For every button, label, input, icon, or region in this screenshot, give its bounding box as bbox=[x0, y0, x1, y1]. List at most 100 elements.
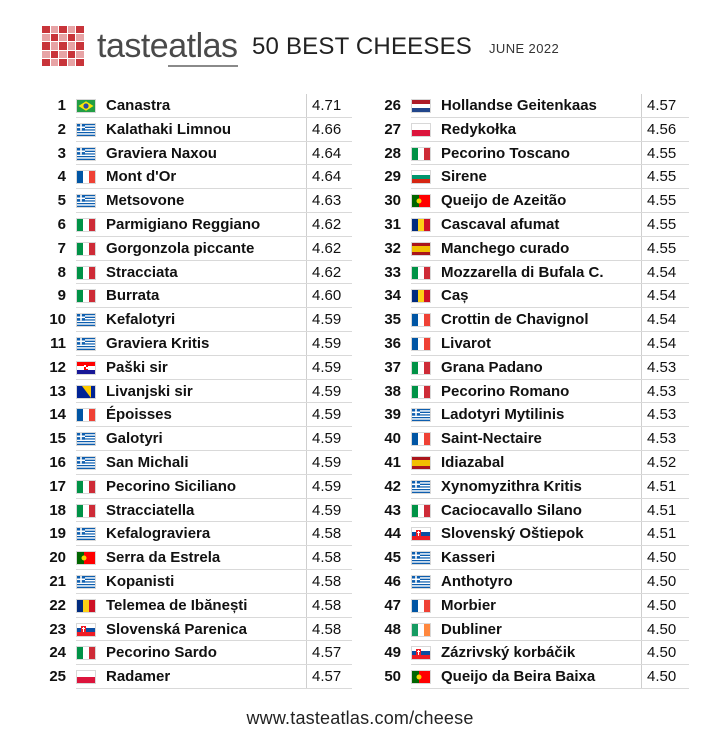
cheese-score: 4.54 bbox=[641, 284, 689, 309]
cheese-row: 4 Mont d'Or 4.64 bbox=[36, 165, 352, 190]
cheese-score: 4.55 bbox=[641, 212, 689, 237]
cheese-name: Crottin de Chavignol bbox=[441, 311, 589, 329]
rank-number: 31 bbox=[384, 215, 401, 233]
cheese-row: 13 Livanjski sir 4.59 bbox=[36, 379, 352, 404]
cheese-name: Livanjski sir bbox=[106, 382, 193, 400]
row-divider bbox=[411, 497, 689, 499]
row-divider bbox=[76, 568, 352, 570]
greece-flag-icon bbox=[76, 574, 96, 589]
cheese-name: Cascaval afumat bbox=[441, 215, 560, 233]
cheese-row: 34 Caș 4.54 bbox=[371, 284, 689, 309]
cheese-name: Zázrivský korbáčik bbox=[441, 644, 576, 662]
cheese-name: Slovenský Oštiepok bbox=[441, 525, 584, 543]
logo-square bbox=[76, 26, 84, 34]
cheese-score: 4.60 bbox=[306, 284, 352, 309]
row-divider bbox=[76, 354, 352, 356]
row-divider bbox=[411, 664, 689, 666]
cheese-name: Graviera Kritis bbox=[106, 334, 210, 352]
row-divider bbox=[411, 640, 689, 642]
cheese-score: 4.59 bbox=[306, 379, 352, 404]
cheese-score: 4.59 bbox=[306, 498, 352, 523]
cheese-name: Redykołka bbox=[441, 120, 517, 138]
header: tasteatlas 50 BEST CHEESES JUNE 2022 bbox=[42, 24, 682, 68]
rank-number: 39 bbox=[384, 406, 401, 424]
row-divider bbox=[411, 259, 689, 261]
cheese-score: 4.53 bbox=[641, 403, 689, 428]
greece-flag-icon bbox=[76, 313, 96, 328]
rank-number: 1 bbox=[57, 97, 66, 114]
cheese-name: Anthotyro bbox=[441, 572, 513, 590]
cheese-row: 49 Zázrivský korbáčik 4.50 bbox=[371, 641, 689, 666]
cheese-row: 6 Parmigiano Reggiano 4.62 bbox=[36, 212, 352, 237]
cheese-score: 4.50 bbox=[641, 569, 689, 594]
cheese-score: 4.50 bbox=[641, 665, 689, 689]
cheese-row: 46 Anthotyro 4.50 bbox=[371, 569, 689, 594]
row-divider bbox=[76, 592, 352, 594]
cheese-name: Radamer bbox=[106, 668, 171, 686]
cheese-row: 43 Caciocavallo Silano 4.51 bbox=[371, 498, 689, 523]
rank-number: 37 bbox=[384, 358, 401, 376]
cheese-name: Pecorino Siciliano bbox=[106, 477, 237, 495]
rank-number: 43 bbox=[384, 501, 401, 519]
row-divider bbox=[76, 116, 352, 118]
cheese-name: Burrata bbox=[106, 287, 160, 305]
cheese-score: 4.62 bbox=[306, 260, 352, 285]
greece-flag-icon bbox=[411, 479, 431, 494]
cheese-name: Ladotyri Mytilinis bbox=[441, 406, 565, 424]
cheese-score: 4.55 bbox=[641, 236, 689, 261]
cheese-name: Kasseri bbox=[441, 549, 496, 567]
greece-flag-icon bbox=[411, 408, 431, 423]
cheese-score: 4.71 bbox=[306, 94, 352, 118]
row-divider bbox=[76, 211, 352, 213]
cheese-name: Pecorino Romano bbox=[441, 382, 570, 400]
cheese-name: Manchego curado bbox=[441, 239, 570, 257]
cheese-row: 1 Canastra 4.71 bbox=[36, 94, 352, 118]
rank-number: 22 bbox=[49, 596, 66, 614]
france-flag-icon bbox=[76, 408, 96, 423]
logo-square bbox=[67, 50, 76, 58]
croatia-flag-icon bbox=[76, 360, 96, 375]
row-divider bbox=[411, 521, 689, 523]
cheese-score: 4.53 bbox=[641, 427, 689, 451]
cheese-score: 4.58 bbox=[306, 546, 352, 570]
cheese-row: 21 Kopanisti 4.58 bbox=[36, 569, 352, 594]
rank-number: 20 bbox=[49, 549, 66, 567]
cheese-score: 4.51 bbox=[641, 474, 689, 499]
greece-flag-icon bbox=[76, 527, 96, 542]
cheese-row: 29 Sirene 4.55 bbox=[371, 165, 689, 190]
brand-prefix: taste bbox=[97, 27, 169, 65]
cheese-row: 39 Ladotyri Mytilinis 4.53 bbox=[371, 403, 689, 428]
poland-flag-icon bbox=[76, 670, 96, 685]
cheese-row: 40 Saint-Nectaire 4.53 bbox=[371, 427, 689, 451]
cheese-score: 4.62 bbox=[306, 212, 352, 237]
rank-number: 34 bbox=[384, 287, 401, 305]
cheese-name: Graviera Naxou bbox=[106, 144, 217, 162]
cheese-row: 2 Kalathaki Limnou 4.66 bbox=[36, 117, 352, 142]
rank-number: 13 bbox=[49, 382, 66, 400]
brand-suffix: atlas bbox=[168, 27, 238, 67]
cheese-row: 23 Slovenská Parenica 4.58 bbox=[36, 617, 352, 642]
logo-square bbox=[59, 50, 67, 58]
rank-number: 38 bbox=[384, 382, 401, 400]
cheese-row: 26 Hollandse Geitenkaas 4.57 bbox=[371, 94, 689, 118]
cheese-name: Slovenská Parenica bbox=[106, 620, 247, 638]
italy-flag-icon bbox=[76, 241, 96, 256]
cheese-score: 4.51 bbox=[641, 498, 689, 523]
cheese-score: 4.64 bbox=[306, 141, 352, 166]
tasteatlas-checkered-logo-icon bbox=[42, 26, 84, 66]
logo-square bbox=[76, 58, 84, 66]
cheese-row: 37 Grana Padano 4.53 bbox=[371, 355, 689, 380]
rank-number: 14 bbox=[49, 406, 66, 424]
row-divider bbox=[76, 378, 352, 380]
rank-number: 5 bbox=[57, 192, 66, 210]
rank-number: 2 bbox=[57, 120, 66, 138]
logo-square bbox=[50, 42, 59, 50]
cheese-name: Pecorino Toscano bbox=[441, 144, 570, 162]
cheese-name: Saint-Nectaire bbox=[441, 430, 542, 448]
cheese-name: Kalathaki Limnou bbox=[106, 120, 232, 138]
greece-flag-icon bbox=[76, 194, 96, 209]
cheese-score: 4.50 bbox=[641, 546, 689, 570]
cheese-name: Stracciata bbox=[106, 263, 178, 281]
rank-number: 49 bbox=[384, 644, 401, 662]
row-divider bbox=[76, 687, 352, 689]
